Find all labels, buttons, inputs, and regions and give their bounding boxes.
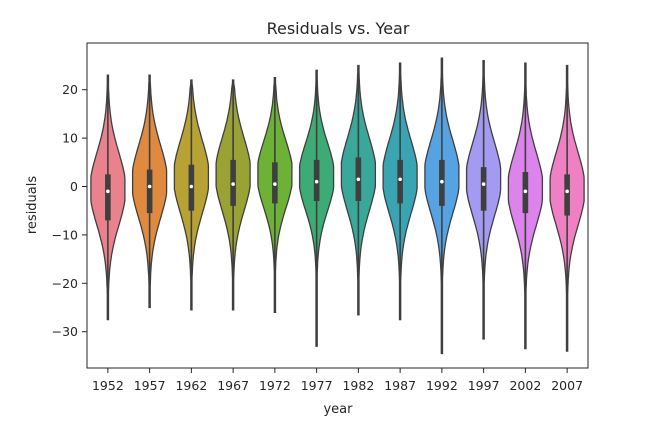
y-tick-label-10: 10	[62, 131, 78, 146]
median-dot-1992	[440, 179, 444, 184]
median-dot-1987	[398, 177, 402, 182]
chart-title: Residuals vs. Year	[267, 19, 410, 38]
y-tick-label--30: −30	[52, 324, 78, 339]
median-dot-1982	[356, 177, 361, 182]
median-dot-1972	[273, 182, 277, 186]
x-tick-label-1987: 1987	[384, 378, 416, 393]
x-axis-label: year	[323, 402, 353, 417]
median-dot-2007	[565, 189, 569, 194]
x-tick-label-1972: 1972	[259, 378, 291, 393]
y-tick-label-0: 0	[70, 179, 78, 194]
iqr-box-1952	[105, 174, 111, 221]
x-tick-label-1952: 1952	[92, 378, 124, 393]
x-tick-label-1992: 1992	[426, 378, 458, 393]
x-tick-label-1982: 1982	[342, 378, 374, 393]
iqr-box-1957	[146, 169, 153, 214]
median-dot-1997	[481, 182, 486, 186]
plot-area	[90, 57, 585, 355]
x-tick-label-1977: 1977	[301, 378, 333, 393]
plot-frame	[86, 42, 589, 369]
median-dot-1957	[147, 184, 152, 189]
y-axis: 20 10 0 −10 −20 −30	[52, 82, 87, 339]
x-tick-label-1967: 1967	[217, 378, 249, 393]
x-tick-label-1957: 1957	[134, 378, 166, 393]
y-tick-label--20: −20	[52, 276, 78, 291]
iqr-box-2007	[564, 174, 570, 216]
x-tick-label-1997: 1997	[468, 378, 500, 393]
median-dot-1977	[314, 179, 319, 184]
median-dot-1952	[106, 189, 110, 194]
median-dot-1967	[231, 182, 235, 186]
y-axis-label: residuals	[25, 176, 40, 235]
median-dot-2002	[523, 189, 528, 194]
iqr-box-1987	[397, 159, 403, 204]
x-tick-label-1962: 1962	[175, 378, 207, 393]
iqr-box-1997	[480, 167, 487, 211]
x-tick-label-2007: 2007	[551, 378, 583, 393]
median-dot-1962	[189, 184, 194, 189]
x-tick-label-2002: 2002	[509, 378, 541, 393]
y-tick-label-20: 20	[62, 82, 78, 97]
x-axis: 1952 1957 1962 1967 1972 1977 1982 1987 1992 1997…	[92, 368, 583, 393]
y-tick-label--10: −10	[52, 227, 78, 242]
